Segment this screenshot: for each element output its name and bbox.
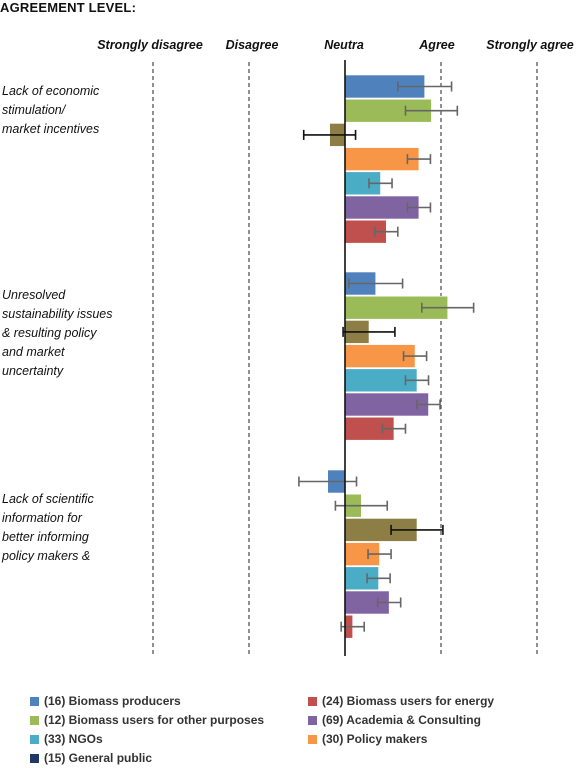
legend-item-6: (30) Policy makers xyxy=(308,732,427,746)
legend-item-4: (69) Academia & Consulting xyxy=(308,713,481,727)
legend-label-5: (33) NGOs xyxy=(44,732,103,746)
chart-header: AGREEMENT LEVEL: xyxy=(0,0,137,15)
legend-item-2: (24) Biomass users for energy xyxy=(308,694,494,708)
legend-swatch-4 xyxy=(308,715,317,725)
legend-swatch-7 xyxy=(30,753,39,763)
legend-item-7: (15) General public xyxy=(30,751,152,765)
x-tick-label-4: Agree xyxy=(419,38,455,52)
legend-label-6: (30) Policy makers xyxy=(322,732,428,746)
category-label-3: Lack of scientific information for bette… xyxy=(2,492,94,563)
legend-label-7: (15) General public xyxy=(44,751,153,765)
x-tick-label-1: Strongly disagree xyxy=(97,38,203,52)
x-tick-label-3: Neutra xyxy=(324,38,364,52)
bar-cat2-series6 xyxy=(344,392,429,417)
category-label-2: Unresolved sustainability issues & resul… xyxy=(2,288,113,378)
legend-label-1: (16) Biomass producers xyxy=(44,694,181,708)
legend-item-1: (16) Biomass producers xyxy=(30,694,181,708)
category-label-1: Lack of economic stimulation/ market inc… xyxy=(2,84,100,136)
legend-swatch-6 xyxy=(308,734,317,744)
x-tick-label-5: Strongly agree xyxy=(486,38,574,52)
legend-item-5: (33) NGOs xyxy=(30,732,103,746)
legend-item-3: (12) Biomass users for other purposes xyxy=(30,713,264,727)
legend-label-2: (24) Biomass users for energy xyxy=(322,694,495,708)
legend-label-4: (69) Academia & Consulting xyxy=(322,713,481,727)
legend-label-3: (12) Biomass users for other purposes xyxy=(44,713,265,727)
legend-swatch-3 xyxy=(30,715,39,725)
legend-swatch-1 xyxy=(30,696,39,706)
legend-swatch-2 xyxy=(308,696,317,706)
x-tick-label-2: Disagree xyxy=(225,38,279,52)
legend-swatch-5 xyxy=(30,734,39,744)
